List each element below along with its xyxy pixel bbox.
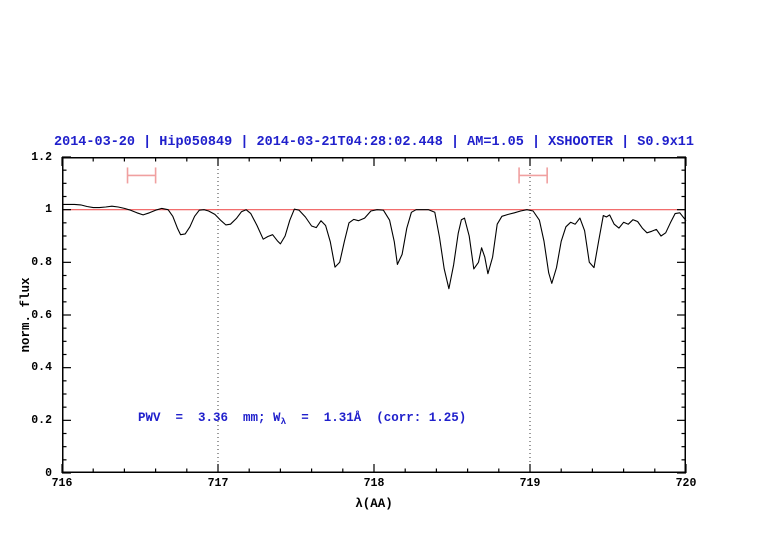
telluric-errorbar [518,167,548,184]
y-tick-label: 0.2 [31,413,52,427]
x-tick-label: 718 [363,477,385,490]
x-axis-label: λ(AA) [355,497,393,511]
plot-frame [62,157,686,473]
plot-title: 2014-03-20 | Hip050849 | 2014-03-21T04:2… [53,135,695,150]
x-tick-label: 716 [51,477,73,490]
y-tick-label: 1.2 [31,150,52,164]
lambda-subscript: λ [280,416,287,427]
spectrum-line [62,203,687,290]
y-tick-label: 0.6 [31,308,52,322]
pwv-annotation-text-tail: = 1.31Å (corr: 1.25) [286,411,467,425]
x-tick-label: 717 [207,477,229,490]
y-tick-label: 1 [45,203,52,217]
y-tick-label: 0.4 [31,361,52,375]
plot-area: PWV = 3.36 mm; Wλ = 1.31Å (corr: 1.25) [61,156,687,474]
pwv-annotation-text: PWV = 3.36 mm; W [138,411,281,425]
y-tick-label: 0.8 [31,255,52,269]
x-tick-label: 720 [675,477,697,490]
telluric-errorbar [126,167,157,184]
pwv-annotation: PWV = 3.36 mm; Wλ = 1.31Å (corr: 1.25) [138,411,466,427]
x-tick-label: 719 [519,477,541,490]
y-tick-label: 0 [45,466,52,480]
spectrum-chart [61,156,687,474]
